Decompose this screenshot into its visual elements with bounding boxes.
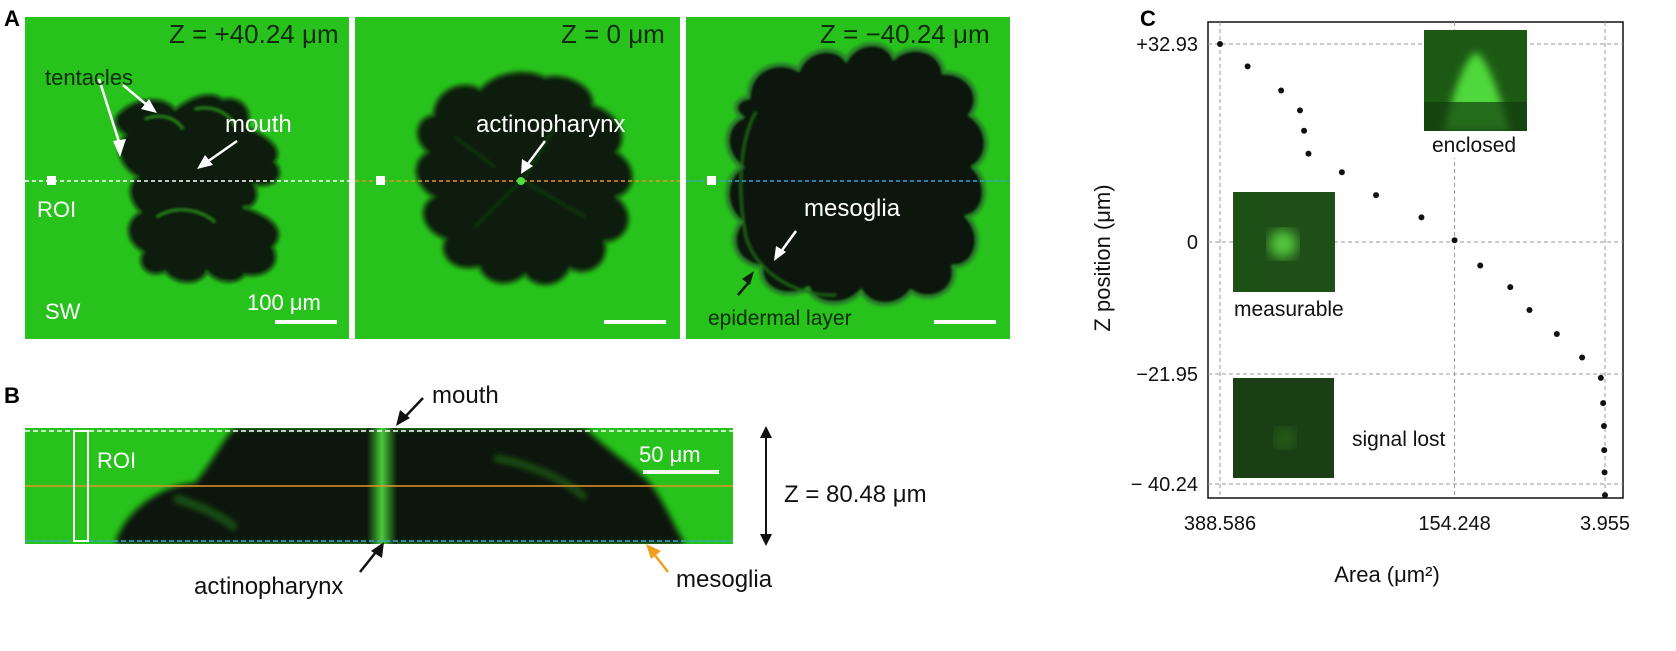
plot-frame — [1207, 21, 1624, 499]
data-point — [1507, 284, 1514, 291]
inset-enclosed-label: enclosed — [1432, 134, 1517, 158]
data-point — [1296, 107, 1303, 114]
sw-label: SW — [45, 299, 81, 324]
tentacles-label: tentacles — [45, 65, 134, 90]
x-tick-label: 154.248 — [1418, 513, 1490, 535]
actinopharynx-label-a: actinopharynx — [476, 111, 626, 138]
data-point — [1301, 127, 1308, 134]
epidermal-label: epidermal layer — [708, 307, 852, 330]
data-point — [1278, 87, 1285, 94]
data-point — [1553, 331, 1560, 338]
scale-label-a: 100 μm — [247, 290, 321, 315]
micro-image-xz-section: ROI 50 μm — [25, 428, 733, 544]
data-point — [1597, 374, 1604, 381]
z-span-label: Z = 80.48 μm — [784, 481, 927, 508]
y-tick-label: − 40.24 — [1131, 474, 1198, 496]
data-point — [1579, 354, 1586, 361]
mesoglia-label-a: mesoglia — [804, 195, 901, 222]
scale-label-b: 50 μm — [639, 442, 701, 467]
x-tick-labels: 388.586 154.248 3.955 — [1184, 513, 1630, 535]
inset-enclosed-image — [1424, 30, 1527, 131]
data-point — [1451, 237, 1458, 244]
panel-letter-a: A — [4, 6, 20, 31]
scalebar-b — [643, 470, 719, 474]
x-axis-label: Area (μm²) — [1334, 562, 1440, 587]
micro-image-top-slice: Z = +40.24 μm tentacles mouth ROI SW 100… — [25, 17, 349, 339]
panel-b-arrows — [359, 397, 772, 573]
data-point — [1601, 469, 1608, 476]
mouth-label: mouth — [225, 111, 292, 138]
data-point — [1305, 150, 1312, 157]
data-point — [1602, 492, 1608, 499]
panel-letter-b: B — [4, 383, 20, 408]
micro-image-bottom-slice: Z = −40.24 μm mesoglia epidermal layer — [686, 17, 1010, 339]
scalebar-a3 — [934, 320, 996, 324]
x-tick-label: 388.586 — [1184, 513, 1256, 535]
y-tick-label: −21.95 — [1136, 364, 1198, 386]
y-tick-label: +32.93 — [1136, 34, 1198, 56]
data-point — [1600, 423, 1607, 430]
z-label-top: Z = +40.24 μm — [169, 19, 339, 49]
roi-label-a: ROI — [37, 197, 77, 222]
area-vs-z-chart: +32.93 0 −21.95 − 40.24 388.586 154.248 3.955… — [1090, 21, 1630, 587]
y-tick-label: 0 — [1187, 232, 1198, 254]
data-point — [1217, 41, 1223, 47]
z-label-mid: Z = 0 μm — [561, 19, 665, 49]
scalebar-a1 — [275, 320, 337, 324]
mouth-label-b: mouth — [432, 382, 499, 409]
data-point — [1373, 192, 1380, 199]
z-label-bottom: Z = −40.24 μm — [820, 19, 990, 49]
scalebar-a2 — [604, 320, 666, 324]
inset-signal-lost-label: signal lost — [1352, 428, 1446, 452]
micro-image-mid-slice: Z = 0 μm actinopharynx — [355, 17, 680, 339]
x-tick-label: 3.955 — [1580, 513, 1630, 535]
roi-label-b: ROI — [97, 448, 137, 473]
data-point — [1526, 306, 1533, 313]
inset-measurable-image — [1233, 192, 1335, 292]
y-tick-labels: +32.93 0 −21.95 − 40.24 — [1131, 34, 1198, 496]
panel-letter-c: C — [1140, 6, 1156, 31]
inset-measurable-label: measurable — [1234, 298, 1344, 322]
data-point — [1601, 447, 1608, 454]
actinopharynx-label-b: actinopharynx — [194, 573, 344, 600]
inset-signal-lost-image — [1233, 378, 1334, 478]
mesoglia-label-b: mesoglia — [676, 566, 773, 593]
data-point — [1600, 400, 1607, 407]
y-axis-label: Z position (μm) — [1090, 184, 1115, 331]
data-point — [1418, 214, 1425, 221]
data-point — [1338, 169, 1345, 176]
data-point — [1477, 262, 1484, 269]
data-point — [1244, 63, 1251, 70]
data-points — [1217, 41, 1608, 499]
